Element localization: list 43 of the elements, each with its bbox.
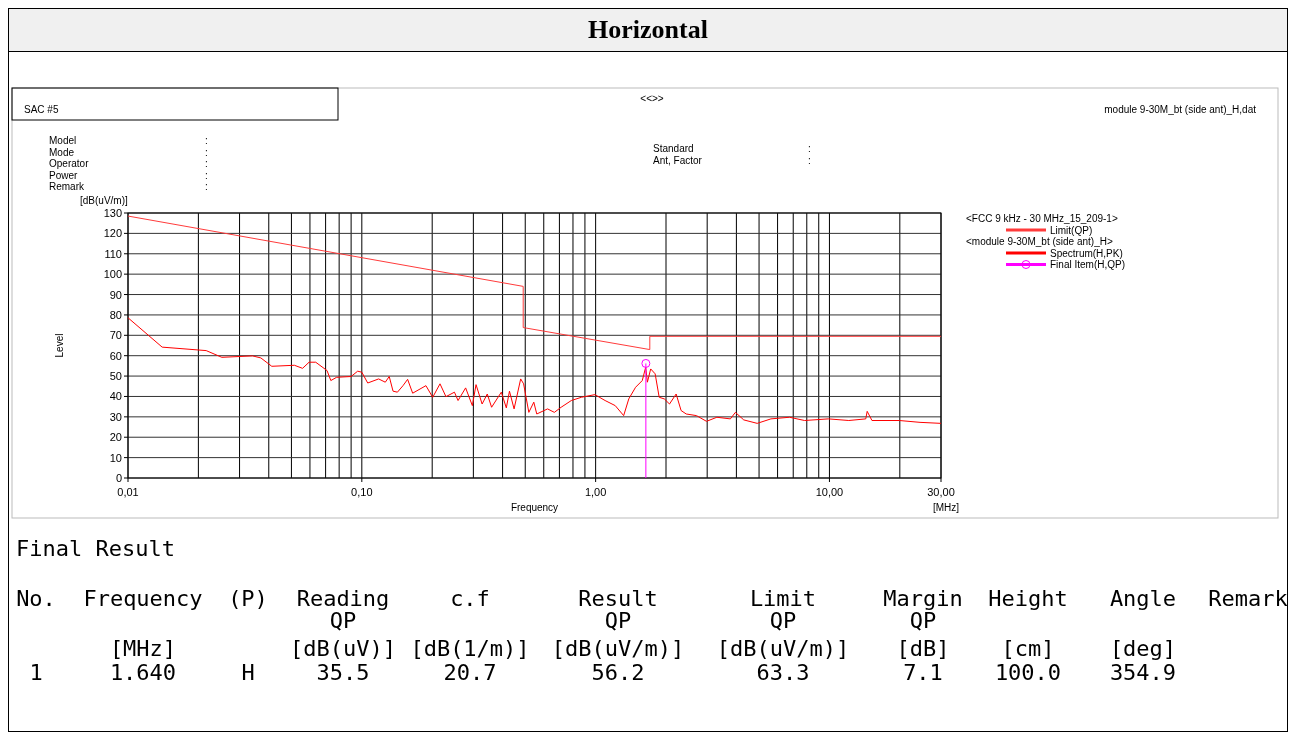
legend-label: Limit(QP) [1050, 224, 1093, 236]
chart-title: Horizontal [588, 15, 708, 44]
text: module 9-30M_bt (side ant)_H,dat [1104, 104, 1257, 115]
text: No. Frequency (P) Reading c.f Result Limit Margin Height Angle Remark [16, 586, 1288, 611]
y-tick-label: 10 [109, 451, 122, 464]
text: Model : [49, 135, 208, 146]
x-axis-title: Frequency [510, 502, 559, 513]
legend-label: Final Item(H,QP) [1050, 259, 1126, 270]
text: Final Result [16, 536, 175, 561]
y-tick-label: 100 [103, 268, 122, 281]
text: Remark : [49, 181, 208, 192]
legend-label: Spectrum(H,PK) [1050, 247, 1123, 259]
y-tick-label: 60 [109, 349, 122, 362]
x-tick-label: 30,00 [927, 486, 955, 498]
text: <FCC 9 kHz - 30 MHz_15_209-1> [966, 213, 1118, 224]
y-tick-label: 70 [109, 329, 122, 342]
y-tick-label: 0 [115, 472, 122, 484]
y-tick-label: 90 [109, 288, 122, 301]
text: Mode : [49, 146, 208, 158]
text: Operator : [49, 158, 208, 169]
text: [MHz] [dB(uV)] [dB(1/m)] [dB(uV/m)] [dB(uV/m)] [dB] [cm] [deg] [109, 636, 1177, 661]
y-axis-title: Level [54, 333, 65, 358]
text: 1 1.640 H 35.5 20.7 56.2 63.3 7.1 100.0 354.9 [29, 660, 1177, 685]
y-tick-label: 50 [109, 370, 122, 383]
y-tick-label: 40 [109, 390, 122, 403]
x-tick-label: 0,10 [351, 486, 373, 498]
text: [MHz] [932, 502, 960, 513]
text: Standard : [653, 143, 811, 154]
text: Ant, Factor : [653, 154, 811, 166]
text: Power : [49, 169, 208, 181]
y-tick-label: 20 [109, 431, 122, 444]
y-tick-label: 110 [104, 247, 122, 260]
y-tick-label: 120 [103, 227, 122, 240]
text: SAC #5 [24, 104, 59, 115]
text: <module 9-30M_bt (side ant)_H> [966, 236, 1113, 247]
x-tick-label: 10,00 [815, 486, 844, 498]
y-tick-label: 30 [109, 410, 122, 423]
text: [dB(uV/m)] [80, 195, 129, 206]
y-tick-label: 130 [103, 207, 122, 219]
text: <<>> [640, 93, 664, 104]
y-tick-label: 80 [109, 308, 122, 321]
x-tick-label: 1,00 [584, 486, 607, 498]
x-tick-label: 0,01 [117, 486, 139, 498]
